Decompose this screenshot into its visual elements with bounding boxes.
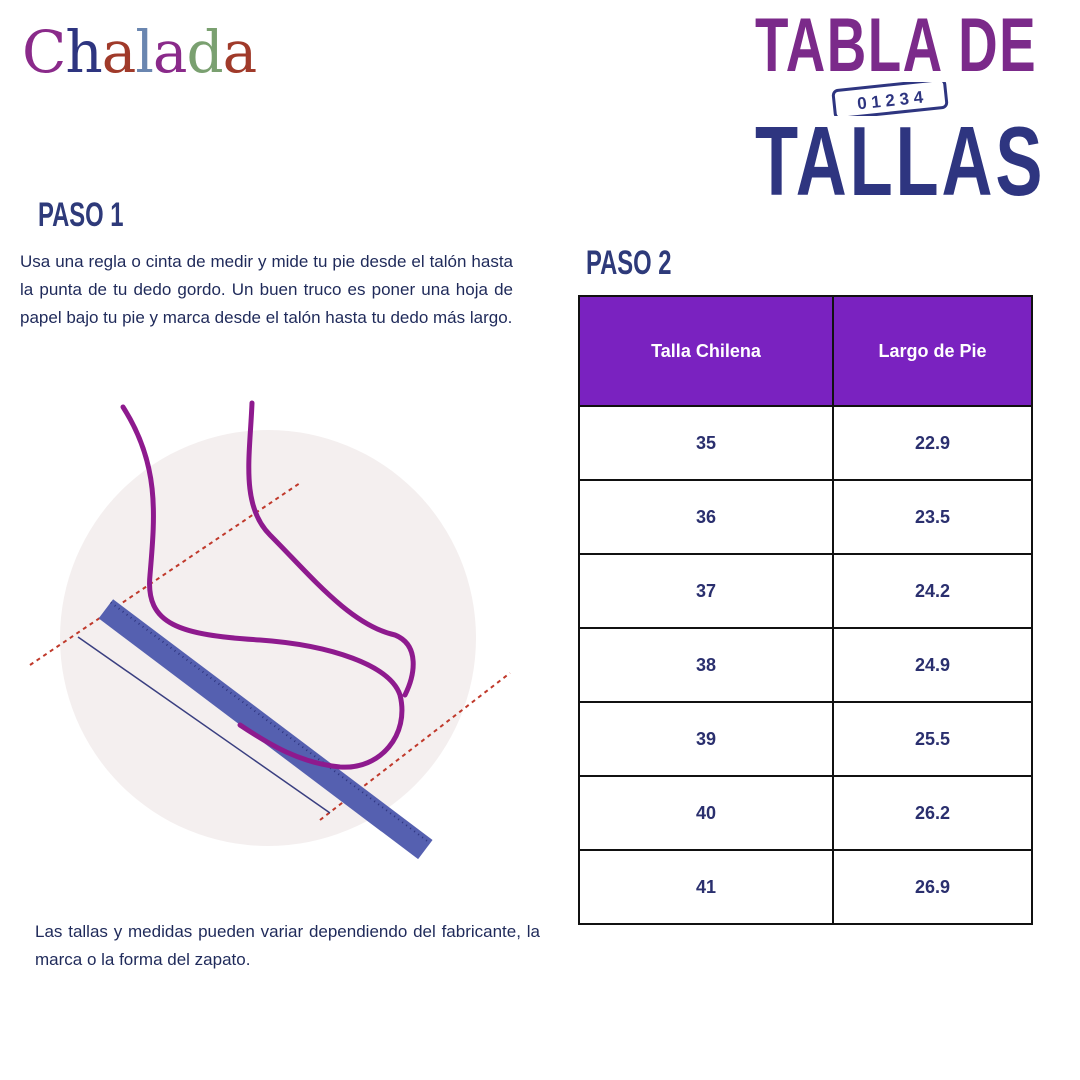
header-talla-chilena: Talla Chilena [578, 295, 834, 407]
foot-measure-illustration [29, 400, 511, 860]
size-cell: 37 [578, 553, 834, 629]
table-header-row: Talla Chilena Largo de Pie [578, 295, 1033, 407]
foot-length-cell: 24.2 [832, 553, 1033, 629]
step2-heading: PASO 2 [586, 244, 672, 282]
logo-letter: a [222, 18, 258, 86]
step1-heading: PASO 1 [38, 196, 124, 234]
header-largo-de-pie: Largo de Pie [832, 295, 1033, 407]
table-row: 36 23.5 [578, 479, 1033, 555]
foot-length-cell: 26.2 [832, 775, 1033, 851]
size-cell: 36 [578, 479, 834, 555]
foot-length-cell: 26.9 [832, 849, 1033, 925]
table-row: 40 26.2 [578, 775, 1033, 851]
size-cell: 39 [578, 701, 834, 777]
size-cell: 38 [578, 627, 834, 703]
size-cell: 40 [578, 775, 834, 851]
logo-letter: d [186, 18, 224, 86]
size-table: Talla Chilena Largo de Pie 35 22.9 36 23.5 3… [578, 295, 1033, 925]
foot-length-cell: 23.5 [832, 479, 1033, 555]
table-row: 41 26.9 [578, 849, 1033, 925]
logo-letter: C [22, 18, 66, 86]
logo-letter: a [152, 18, 188, 86]
logo-letter: l [135, 18, 154, 86]
ruler-badge-row: 0 1 2 3 4 [755, 82, 1030, 116]
table-row: 35 22.9 [578, 405, 1033, 481]
title-line-1: TABLA DE [755, 3, 1038, 88]
ruler-icon: 0 1 2 3 4 [831, 82, 949, 116]
size-cell: 41 [578, 849, 834, 925]
page-title: TABLA DE 0 1 2 3 4 TALLAS [755, 3, 1046, 216]
table-row: 38 24.9 [578, 627, 1033, 703]
step1-text: Usa una regla o cinta de medir y mide tu… [20, 252, 513, 327]
table-row: 39 25.5 [578, 701, 1033, 777]
size-cell: 35 [578, 405, 834, 481]
foot-length-cell: 25.5 [832, 701, 1033, 777]
title-line-2: TALLAS [755, 106, 1046, 216]
logo-letter: a [101, 18, 137, 86]
logo-letter: h [65, 18, 102, 86]
table-row: 37 24.2 [578, 553, 1033, 629]
chalada-logo: Chalada [22, 18, 258, 86]
foot-length-cell: 22.9 [832, 405, 1033, 481]
disclaimer-note: Las tallas y medidas pueden variar depen… [35, 922, 540, 969]
foot-length-cell: 24.9 [832, 627, 1033, 703]
